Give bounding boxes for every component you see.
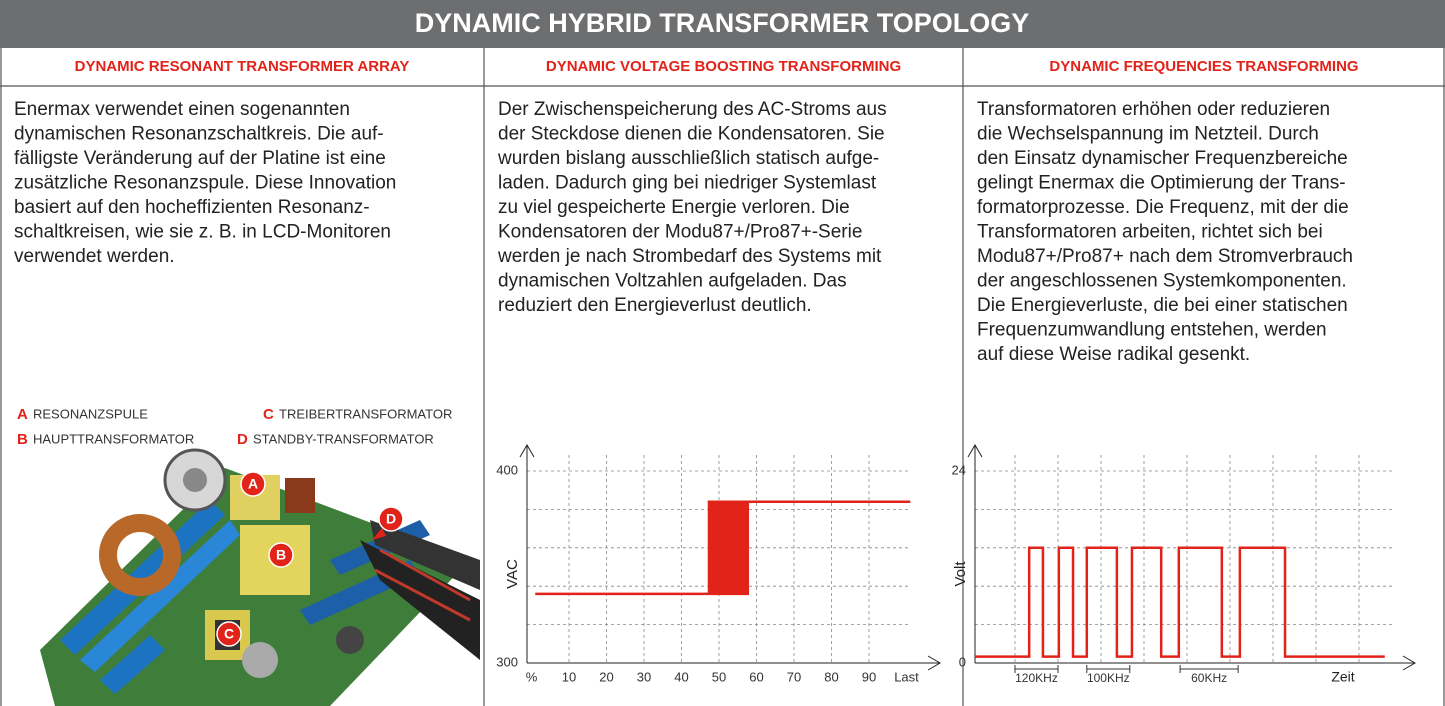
signal-line: [975, 548, 1385, 657]
marker-letter: B: [276, 547, 286, 563]
paragraph-line: den Einsatz dynamischer Frequenzbereiche: [977, 148, 1348, 169]
paragraph-line: Frequenzumwandlung entstehen, werden: [977, 320, 1327, 341]
paragraph-line: der angeschlossenen Systemkomponenten.: [977, 271, 1347, 292]
x-tick-label: 30: [637, 669, 651, 684]
paragraph-line: auf diese Weise radikal gesenkt.: [977, 344, 1250, 365]
y-tick-label: 300: [496, 654, 518, 669]
x-tick-label: 90: [862, 669, 876, 684]
legend-letter: A: [17, 406, 28, 423]
x-tick-label: Last: [894, 669, 919, 684]
x-tick-label: 60: [749, 669, 763, 684]
paragraph-line: Transformatoren erhöhen oder reduzieren: [977, 99, 1330, 120]
paragraph-line: laden. Dadurch ging bei niedriger System…: [498, 173, 877, 194]
x-tick-label: 40: [674, 669, 688, 684]
paragraph-line: schaltkreisen, wie sie z. B. in LCD-Moni…: [14, 222, 391, 243]
x-tick-label: %: [526, 669, 538, 684]
paragraph-line: Modu87+/Pro87+ nach dem Stromverbrauch: [977, 246, 1353, 267]
paragraph-line: zu viel gespeicherte Energie verloren. D…: [498, 197, 850, 218]
paragraph-line: reduziert den Energieverlust deutlich.: [498, 295, 812, 316]
legend-label: HAUPTTRANSFORMATOR: [33, 431, 194, 446]
legend-letter: B: [17, 431, 28, 448]
paragraph-line: Enermax verwendet einen sogenannten: [14, 99, 350, 120]
column-heading: DYNAMIC VOLTAGE BOOSTING TRANSFORMING: [546, 58, 901, 75]
paragraph-line: Transformatoren arbeiten, richtet sich b…: [977, 222, 1323, 243]
page-title: DYNAMIC HYBRID TRANSFORMER TOPOLOGY: [415, 8, 1030, 38]
paragraph-line: werden je nach Strombedarf des Systems m…: [497, 246, 882, 267]
legend-letter: D: [237, 431, 248, 448]
paragraph-line: die Wechselspannung im Netzteil. Durch: [977, 124, 1319, 145]
marker-letter: A: [248, 476, 258, 492]
legend-label: TREIBERTRANSFORMATOR: [279, 406, 452, 421]
legend-label: RESONANZSPULE: [33, 406, 148, 421]
column-heading: DYNAMIC FREQUENCIES TRANSFORMING: [1049, 58, 1358, 75]
x-tick-label: 80: [824, 669, 838, 684]
legend-letter: C: [263, 406, 274, 423]
column-heading: DYNAMIC RESONANT TRANSFORMER ARRAY: [75, 58, 410, 75]
paragraph-line: formatorprozesse. Die Frequenz, mit der …: [977, 197, 1349, 218]
paragraph-line: dynamischen Resonanzschaltkreis. Die auf…: [14, 124, 384, 145]
paragraph-line: verwendet werden.: [14, 246, 175, 267]
paragraph-line: Die Energieverluste, die bei einer stati…: [977, 295, 1348, 316]
marker-letter: D: [386, 511, 396, 527]
paragraph-line: Der Zwischenspeicherung des AC-Stroms au…: [498, 99, 887, 120]
x-axis-label: Zeit: [1331, 669, 1354, 685]
legend-label: STANDBY-TRANSFORMATOR: [253, 431, 434, 446]
marker-letter: C: [224, 626, 234, 642]
paragraph-line: Kondensatoren der Modu87+/Pro87+-Serie: [498, 222, 862, 243]
y-axis-label: VAC: [504, 559, 521, 589]
y-tick-label: 400: [496, 462, 518, 477]
x-tick-label: 20: [599, 669, 613, 684]
y-tick-label: 24: [952, 462, 966, 477]
step-band: [708, 502, 749, 594]
x-tick-label: 10: [562, 669, 576, 684]
paragraph-line: fälligste Veränderung auf der Platine is…: [14, 148, 386, 169]
x-tick-label: 50: [712, 669, 726, 684]
paragraph-line: wurden bislang ausschließlich statisch a…: [497, 148, 879, 169]
paragraph-line: gelingt Enermax die Optimierung der Tran…: [977, 173, 1346, 194]
annotation-label: 120KHz: [1015, 671, 1058, 685]
infographic: DYNAMIC HYBRID TRANSFORMER TOPOLOGY ABCD…: [0, 0, 1445, 706]
paragraph-line: der Steckdose dienen die Kondensatoren. …: [498, 124, 885, 145]
annotation-label: 60KHz: [1191, 671, 1227, 685]
paragraph-line: dynamischen Voltzahlen aufgeladen. Das: [498, 271, 847, 292]
y-axis-label: Volt: [952, 561, 969, 587]
paragraph-line: basiert auf den hocheffizienten Resonanz…: [14, 197, 370, 218]
y-tick-label: 0: [959, 654, 966, 669]
paragraph-line: zusätzliche Resonanzspule. Diese Innovat…: [14, 173, 396, 194]
x-tick-label: 70: [787, 669, 801, 684]
annotation-label: 100KHz: [1087, 671, 1130, 685]
